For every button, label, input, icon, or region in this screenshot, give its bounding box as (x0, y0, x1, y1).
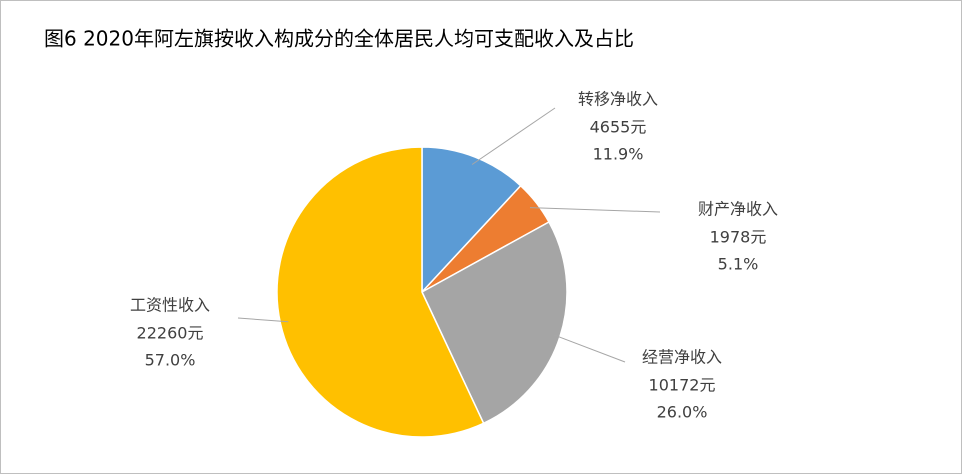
leader-line (237, 317, 289, 323)
slice-percent: 26.0% (657, 403, 708, 422)
chart-title: 图6 2020年阿左旗按收入构成分的全体居民人均可支配收入及占比 (44, 27, 634, 51)
slice-label: 工资性收入 (130, 296, 210, 315)
slice-value: 4655元 (590, 118, 647, 137)
leader-line (529, 207, 661, 213)
slice-value: 1978元 (710, 228, 767, 247)
slice-value: 10172元 (649, 376, 716, 395)
slice-value: 22260元 (137, 324, 204, 343)
slice-label: 财产净收入 (698, 200, 778, 219)
pie-slice (421, 146, 522, 294)
leader-line (471, 107, 556, 165)
slice-percent: 11.9% (593, 145, 644, 164)
slice-percent: 57.0% (145, 351, 196, 370)
slice-label: 转移净收入 (578, 90, 658, 109)
slice-percent: 5.1% (718, 255, 759, 274)
leader-line (552, 333, 626, 363)
pie-slice (276, 146, 485, 438)
slice-label: 经营净收入 (642, 348, 722, 367)
